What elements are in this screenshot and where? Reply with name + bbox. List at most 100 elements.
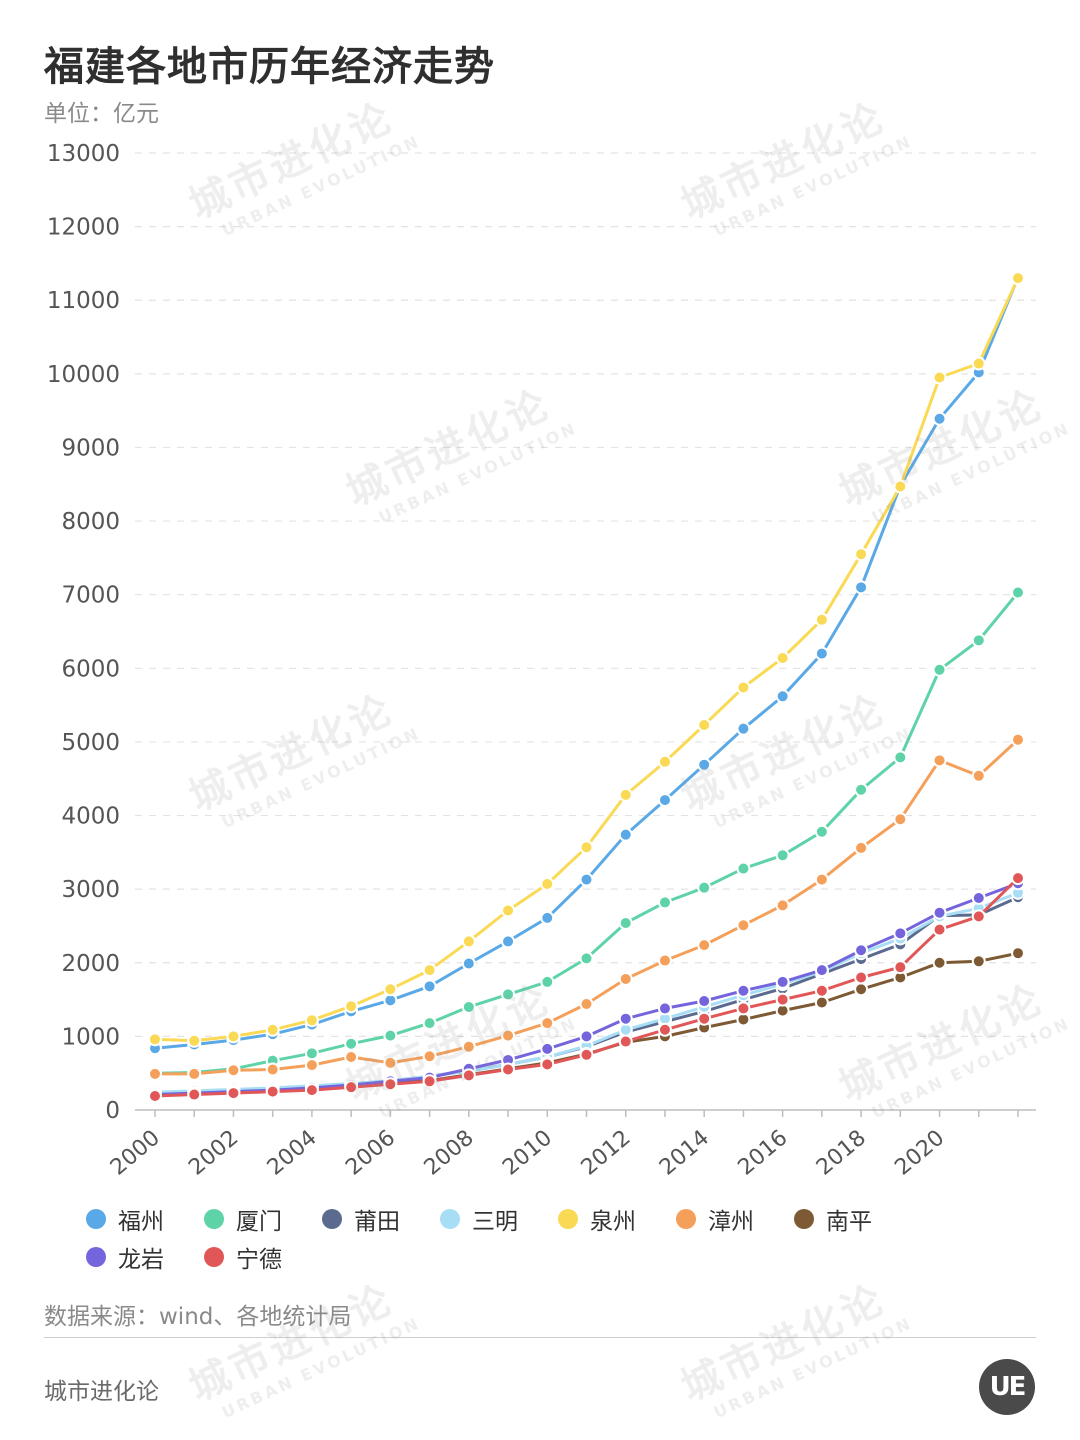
brand-name: 城市进化论 [44, 1379, 159, 1405]
data-point [736, 918, 751, 933]
data-point [775, 689, 790, 704]
brand-logo-text: UE [989, 1372, 1027, 1402]
brand-logo: UE [979, 1359, 1035, 1415]
legend-marker [204, 1247, 224, 1267]
x-tick-label: 2014 [655, 1125, 714, 1180]
legend-item[interactable]: 莆田 [322, 1204, 440, 1235]
watermark-en: URBAN EVOLUTION [710, 1313, 916, 1423]
data-point [501, 903, 516, 918]
data-point [265, 1022, 280, 1037]
data-point [344, 1036, 359, 1051]
data-point [618, 1011, 633, 1026]
series-line [154, 877, 1020, 1098]
data-point [579, 872, 594, 887]
data-point [461, 956, 476, 971]
data-point [814, 646, 829, 661]
x-tick-label: 2016 [734, 1125, 793, 1180]
legend-marker [558, 1209, 578, 1229]
data-point [932, 411, 947, 426]
data-point [814, 612, 829, 627]
x-tick-label: 2012 [577, 1125, 636, 1180]
data-point [187, 1033, 202, 1048]
data-point [461, 999, 476, 1014]
data-point [422, 963, 437, 978]
data-point [461, 1039, 476, 1054]
data-point [461, 1068, 476, 1083]
legend-item[interactable]: 泉州 [558, 1204, 676, 1235]
data-point [383, 1028, 398, 1043]
data-point [1011, 271, 1025, 286]
data-point [854, 840, 869, 855]
data-point [461, 934, 476, 949]
data-point [775, 898, 790, 913]
data-point [932, 662, 947, 677]
data-point [1011, 585, 1025, 600]
data-point [304, 1058, 319, 1073]
y-tick-label: 7000 [61, 583, 120, 609]
legend-marker [676, 1209, 696, 1229]
legend-label: 福州 [118, 1209, 164, 1235]
series-宁德 [148, 871, 1025, 1104]
y-tick-label: 5000 [61, 730, 120, 756]
data-point [501, 934, 516, 949]
data-point [540, 1041, 555, 1056]
data-point [1011, 946, 1025, 961]
data-point [814, 963, 829, 978]
data-point [304, 1013, 319, 1028]
legend-item[interactable]: 福州 [86, 1204, 204, 1235]
data-point [697, 880, 712, 895]
legend-item[interactable]: 三明 [440, 1204, 558, 1235]
data-point [383, 982, 398, 997]
legend-marker [794, 1209, 814, 1229]
data-point [971, 909, 986, 924]
data-point [893, 926, 908, 941]
data-point [1011, 732, 1025, 747]
data-point [775, 651, 790, 666]
data-point [226, 1029, 241, 1044]
legend-item[interactable]: 龙岩 [86, 1242, 204, 1273]
x-tick-label: 2010 [498, 1125, 557, 1180]
legend-label: 莆田 [354, 1209, 400, 1235]
x-tick-label: 2008 [420, 1125, 479, 1180]
data-point [814, 983, 829, 998]
data-point [540, 877, 555, 892]
data-point [657, 1001, 672, 1016]
data-point [540, 1057, 555, 1072]
data-point [265, 1084, 280, 1099]
data-point [226, 1086, 241, 1101]
data-point [736, 983, 751, 998]
legend-label: 南平 [826, 1209, 872, 1235]
series-泉州 [148, 271, 1025, 1048]
data-point [697, 1011, 712, 1026]
data-point [618, 971, 633, 986]
data-point [344, 1080, 359, 1095]
data-point [736, 721, 751, 736]
watermark: 城市进化论 URBAN EVOLUTION [670, 1261, 915, 1430]
y-tick-label: 10000 [47, 362, 120, 388]
legend-label: 三明 [472, 1209, 518, 1235]
y-tick-label: 11000 [47, 288, 120, 314]
y-tick-label: 12000 [47, 215, 120, 241]
legend-item[interactable]: 南平 [794, 1204, 912, 1235]
y-tick-label: 0 [105, 1098, 120, 1124]
data-point [540, 1016, 555, 1031]
legend-marker [440, 1209, 460, 1229]
data-point [1011, 871, 1025, 886]
legend-item[interactable]: 厦门 [204, 1204, 322, 1235]
x-axis: 2000 2002 2004 2006 2008 2010 2012 2014 2016 2018… [106, 1109, 1036, 1181]
legend-item[interactable]: 漳州 [676, 1204, 794, 1235]
series-厦门 [148, 585, 1025, 1081]
data-point [736, 1001, 751, 1016]
series-漳州 [148, 732, 1025, 1081]
data-point [775, 848, 790, 863]
y-tick-label: 13000 [47, 141, 120, 167]
legend-item[interactable]: 宁德 [204, 1242, 322, 1273]
legend-label: 厦门 [236, 1209, 282, 1235]
data-point [854, 943, 869, 958]
series-三明 [148, 885, 1025, 1100]
data-point [854, 547, 869, 562]
data-point [344, 1049, 359, 1064]
legend: 福州 厦门 莆田 三明 泉州 漳州 南平龙岩 宁德 [86, 1204, 1026, 1273]
data-point [618, 1034, 633, 1049]
chart-title: 福建各地市历年经济走势 [44, 44, 495, 90]
